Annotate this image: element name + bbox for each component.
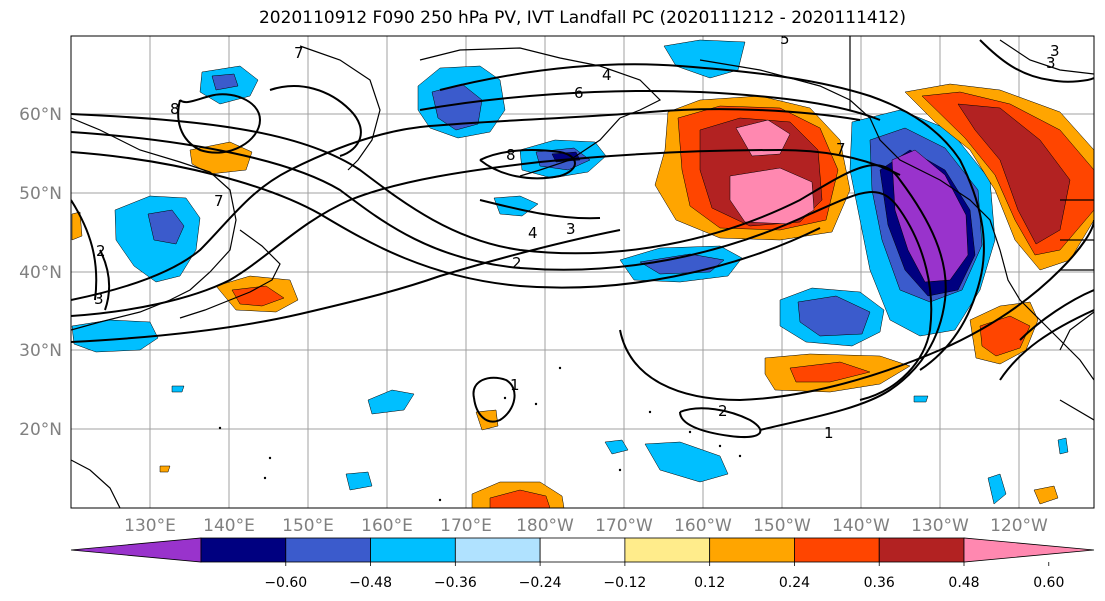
- longitude-tick-labels: 130°E 140°E 150°E 160°E 170°E 180°W 170°…: [124, 516, 1048, 536]
- contour-label: 3: [566, 220, 576, 238]
- colorbar-extend-min: [70, 537, 202, 563]
- colorbar-tick-label: −0.36: [434, 575, 477, 591]
- map-frame: [70, 35, 1095, 509]
- positive-anomaly-regions: [71, 83, 1094, 508]
- lon-tick-label: 120°W: [990, 516, 1048, 536]
- lon-tick-label: 170°E: [440, 516, 492, 536]
- contour-label: 7: [294, 44, 304, 62]
- contour-label: 6: [574, 84, 584, 102]
- contour-label: 7: [836, 140, 846, 158]
- lon-tick-label: 150°E: [282, 516, 334, 536]
- contour-label-group: 7 6 5 3 8 7 4 3 2 2 3 1 2 1 8 7 4 3: [94, 30, 1060, 442]
- colorbar-tick-label: −0.48: [349, 575, 392, 591]
- lon-tick-label: 160°W: [674, 516, 732, 536]
- colorbar-segment: [200, 537, 287, 563]
- islands: [218, 366, 742, 502]
- contour-label: 8: [170, 100, 180, 118]
- colorbar-tick-label: 0.60: [1033, 575, 1064, 591]
- colorbar-tick-label: 0.24: [779, 575, 810, 591]
- lat-tick-label: 50°N: [19, 184, 62, 204]
- ivt-contours: [71, 39, 1094, 438]
- lon-tick-label: 180°W: [516, 516, 574, 536]
- lon-tick-label: 160°E: [361, 516, 413, 536]
- colorbar-segment: [454, 537, 541, 563]
- lat-tick-label: 30°N: [19, 341, 62, 361]
- contour-label: 1: [510, 376, 520, 394]
- colorbar-segment: [370, 537, 456, 563]
- lon-tick-label: 130°W: [911, 516, 969, 536]
- contour-label: 2: [96, 242, 106, 260]
- colorbar-segment: [794, 537, 880, 563]
- colorbar-segment: [624, 537, 711, 563]
- contour-label: 1: [824, 424, 834, 442]
- contour-label: 5: [780, 30, 790, 48]
- contour-label: 2: [512, 254, 522, 272]
- map-title: 2020110912 F090 250 hPa PV, IVT Landfall…: [258, 8, 906, 28]
- colorbar: [70, 537, 1095, 566]
- colorbar-extend-max: [963, 537, 1095, 563]
- lon-tick-label: 140°W: [832, 516, 890, 536]
- colorbar-tick-label: −0.24: [519, 575, 562, 591]
- latitude-tick-labels: 60°N 50°N 40°N 30°N 20°N: [19, 105, 62, 440]
- lon-tick-label: 140°E: [203, 516, 255, 536]
- contour-label: 4: [602, 66, 612, 84]
- contour-label: 3: [94, 290, 104, 308]
- colorbar-tick-label: 0.36: [864, 575, 895, 591]
- lon-tick-label: 150°W: [753, 516, 811, 536]
- colorbar-tick-label: 0.12: [694, 575, 725, 591]
- colorbar-segment: [878, 537, 965, 563]
- colorbar-tick-label: −0.12: [603, 575, 646, 591]
- colorbar-segment: [709, 537, 795, 563]
- lat-tick-label: 20°N: [19, 420, 62, 440]
- lat-tick-label: 60°N: [19, 105, 62, 125]
- colorbar-segment: [539, 537, 626, 563]
- contour-label: 7: [214, 192, 224, 210]
- colorbar-tick-label: 0.48: [948, 575, 979, 591]
- contour-label: 3: [1046, 54, 1056, 72]
- lon-tick-label: 130°E: [124, 516, 176, 536]
- lon-tick-label: 170°W: [595, 516, 653, 536]
- contour-label: 2: [718, 402, 728, 420]
- lat-tick-label: 40°N: [19, 263, 62, 283]
- colorbar-segment: [285, 537, 371, 563]
- contour-label: 3: [1050, 42, 1060, 60]
- colorbar-tick-labels: −0.60 −0.48 −0.36 −0.24 −0.12 0.12 0.24 0.36 0.4…: [264, 575, 1064, 591]
- colorbar-tick-label: −0.60: [264, 575, 307, 591]
- contour-label: 4: [528, 224, 538, 242]
- contour-label: 8: [506, 146, 516, 164]
